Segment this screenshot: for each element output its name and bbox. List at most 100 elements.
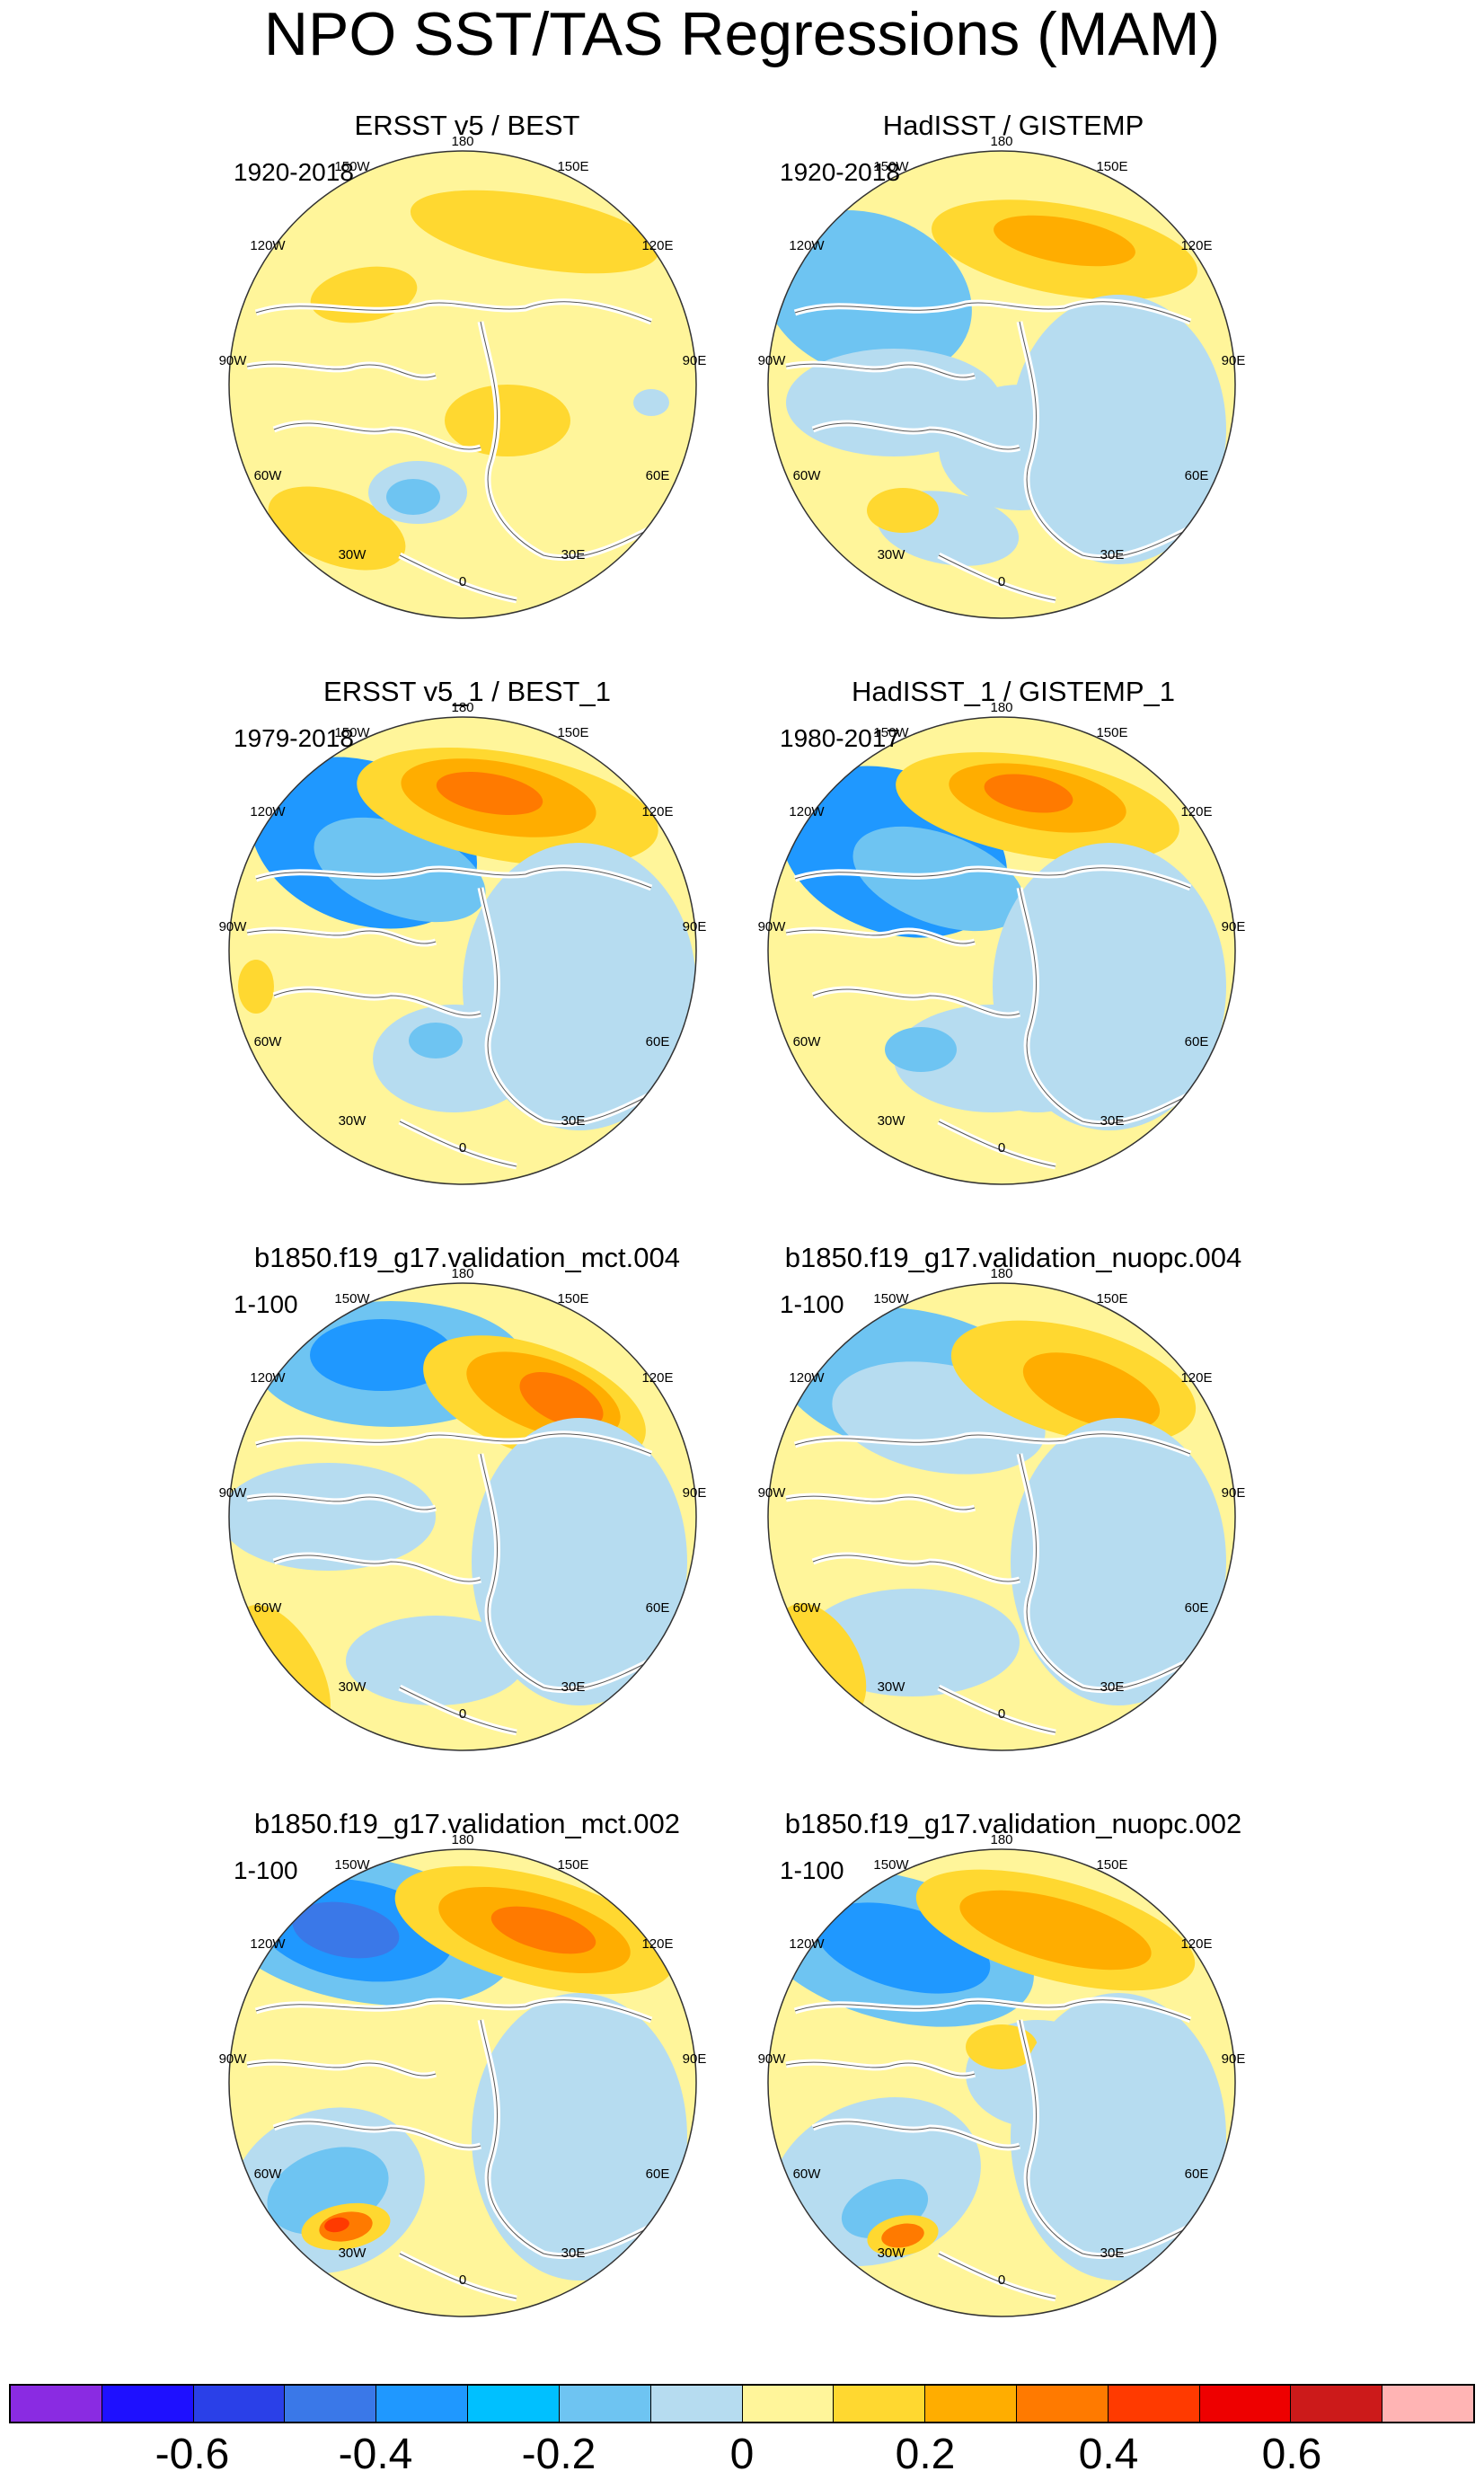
anomaly-contour-very-hot: [324, 2217, 349, 2233]
anomaly-contour-weak-cold: [472, 1993, 687, 2281]
coastline-outline: [1019, 1453, 1191, 1691]
coastline-outline: [812, 422, 1020, 450]
longitude-label: 150W: [873, 159, 909, 174]
longitude-label: 0: [998, 1706, 1005, 1722]
longitude-label: 90W: [758, 1485, 787, 1501]
colorbar-segment: [1016, 2386, 1109, 2422]
longitude-label: 120W: [250, 1370, 286, 1386]
polar-map-svg: 180 150E 120E 90E 60E 30E 0 30W 60W 90W 120W 150W: [219, 1832, 707, 2317]
coastline-outline: [812, 988, 1020, 1016]
colorbar-tick-label: 0.6: [1261, 2431, 1322, 2478]
longitude-label: 120W: [789, 238, 825, 253]
coastline-outline: [794, 301, 1191, 323]
colorbar-segment: [102, 2386, 194, 2422]
longitude-label: 0: [459, 1706, 466, 1722]
polar-map-svg: 180 150E 120E 90E 60E 30E 0 30W 60W 90W 120W 150W: [219, 700, 706, 1185]
anomaly-contour-warmer: [994, 215, 1135, 267]
coastline-outline: [812, 2121, 1020, 2148]
figure-title: NPO SST/TAS Regressions (MAM): [263, 0, 1221, 68]
longitude-label: 120E: [1180, 804, 1212, 819]
colorbar-segment: [376, 2386, 469, 2422]
anomaly-contour-weak-cold: [346, 1616, 526, 1705]
longitude-label: 90W: [758, 2051, 787, 2067]
longitude-label: 180: [451, 1266, 473, 1281]
anomaly-contour-weak-cold: [472, 1418, 687, 1705]
coastline-outline: [246, 1495, 437, 1510]
coastline-outline: [480, 2019, 652, 2257]
longitude-label: 150E: [1096, 159, 1127, 174]
longitude-label: 180: [990, 700, 1012, 715]
period-label: 1-100: [780, 1290, 844, 1318]
longitude-label: 120E: [1180, 1936, 1212, 1952]
period-label: 1-100: [234, 1856, 298, 1884]
longitude-label: 60E: [646, 1600, 670, 1616]
polar-map: 180 150E 120E 90E 60E 30E 0 30W 60W 90W 120W 150W: [758, 1832, 1246, 2325]
coastline-outline: [255, 301, 652, 323]
longitude-label: 30E: [561, 547, 586, 562]
map-border: [767, 150, 1236, 619]
coastline-outline: [480, 1453, 652, 1691]
anomaly-contour-weak-cold: [1011, 1993, 1226, 2281]
longitude-label: 150E: [1096, 1857, 1127, 1873]
colorbar: [9, 2384, 1475, 2423]
longitude-label: 0: [459, 574, 466, 589]
coastline-outline: [785, 1495, 976, 1510]
polar-map: 180 150E 120E 90E 60E 30E 0 30W 60W 90W 120W 150W: [758, 700, 1245, 1193]
anomaly-contour-warm: [238, 960, 274, 1014]
polar-map-svg: 180 150E 120E 90E 60E 30E 0 30W 60W 90W 120W 150W: [758, 700, 1245, 1185]
longitude-label: 60E: [646, 1034, 670, 1050]
coastline-outline: [794, 1999, 1191, 2021]
longitude-label: 30W: [339, 1113, 367, 1129]
longitude-label: 0: [459, 2272, 466, 2288]
coastline-outline: [273, 1555, 481, 1582]
anomaly-contour-warm: [445, 385, 570, 456]
longitude-label: 0: [459, 1140, 466, 1156]
anomaly-contour-warmer: [1022, 1352, 1161, 1430]
longitude-label: 90W: [219, 2051, 248, 2067]
map-border: [228, 716, 697, 1185]
longitude-label: 60E: [1185, 468, 1209, 483]
longitude-label: 60E: [646, 2166, 670, 2182]
colorbar-segment: [834, 2386, 926, 2422]
coastline-outline: [273, 2121, 481, 2148]
longitude-label: 150E: [1096, 1291, 1127, 1307]
longitude-label: 120E: [641, 1936, 673, 1952]
anomaly-contour-cold: [386, 479, 440, 515]
panel-title: ERSST v5_1 / BEST_1: [323, 676, 611, 707]
polar-map: 180 150E 120E 90E 60E 30E 0 30W 60W 90W 120W 150W: [219, 1266, 706, 1759]
longitude-label: 150W: [873, 1857, 909, 1873]
longitude-label: 150W: [873, 1291, 909, 1307]
longitude-label: 90W: [758, 353, 787, 368]
panel-title: ERSST v5 / BEST: [354, 110, 580, 141]
longitude-label: 180: [451, 134, 473, 149]
coastline-outline: [399, 2253, 517, 2299]
coastline-outline: [246, 363, 437, 378]
panel-title: HadISST_1 / GISTEMP_1: [851, 676, 1176, 707]
coastline-outline: [246, 2061, 437, 2077]
polar-map: 180 150E 120E 90E 60E 30E 0 30W 60W 90W 120W 150W: [758, 134, 1245, 627]
anomaly-contour-colder: [310, 1319, 454, 1391]
coastline-outline: [938, 2253, 1056, 2299]
panel-title: b1850.f19_g17.validation_mct.004: [254, 1242, 680, 1273]
coastline-outline: [273, 422, 481, 450]
longitude-label: 30E: [1100, 547, 1125, 562]
polar-map: 180 150E 120E 90E 60E 30E 0 30W 60W 90W 120W 150W: [219, 134, 707, 627]
anomaly-contour-cold: [885, 1027, 957, 1072]
polar-map-svg: 180 150E 120E 90E 60E 30E 0 30W 60W 90W 120W 150W: [219, 1266, 706, 1751]
longitude-label: 30E: [561, 1113, 586, 1129]
longitude-label: 30W: [878, 1113, 906, 1129]
coastline-outline: [480, 321, 652, 559]
colorbar-tick-label: -0.6: [155, 2431, 230, 2478]
longitude-label: 150E: [1096, 725, 1127, 740]
coastline-outline: [399, 554, 517, 601]
colorbar-segment: [468, 2386, 560, 2422]
longitude-label: 90E: [683, 353, 707, 368]
longitude-label: 30W: [878, 1679, 906, 1695]
longitude-label: 60W: [793, 1600, 822, 1616]
colorbar-segment: [1199, 2386, 1292, 2422]
longitude-label: 90E: [1222, 2051, 1246, 2067]
colorbar-segment: [193, 2386, 286, 2422]
longitude-label: 90E: [683, 2051, 707, 2067]
longitude-label: 90E: [1222, 1485, 1246, 1501]
coastline-outline: [938, 1687, 1056, 1733]
